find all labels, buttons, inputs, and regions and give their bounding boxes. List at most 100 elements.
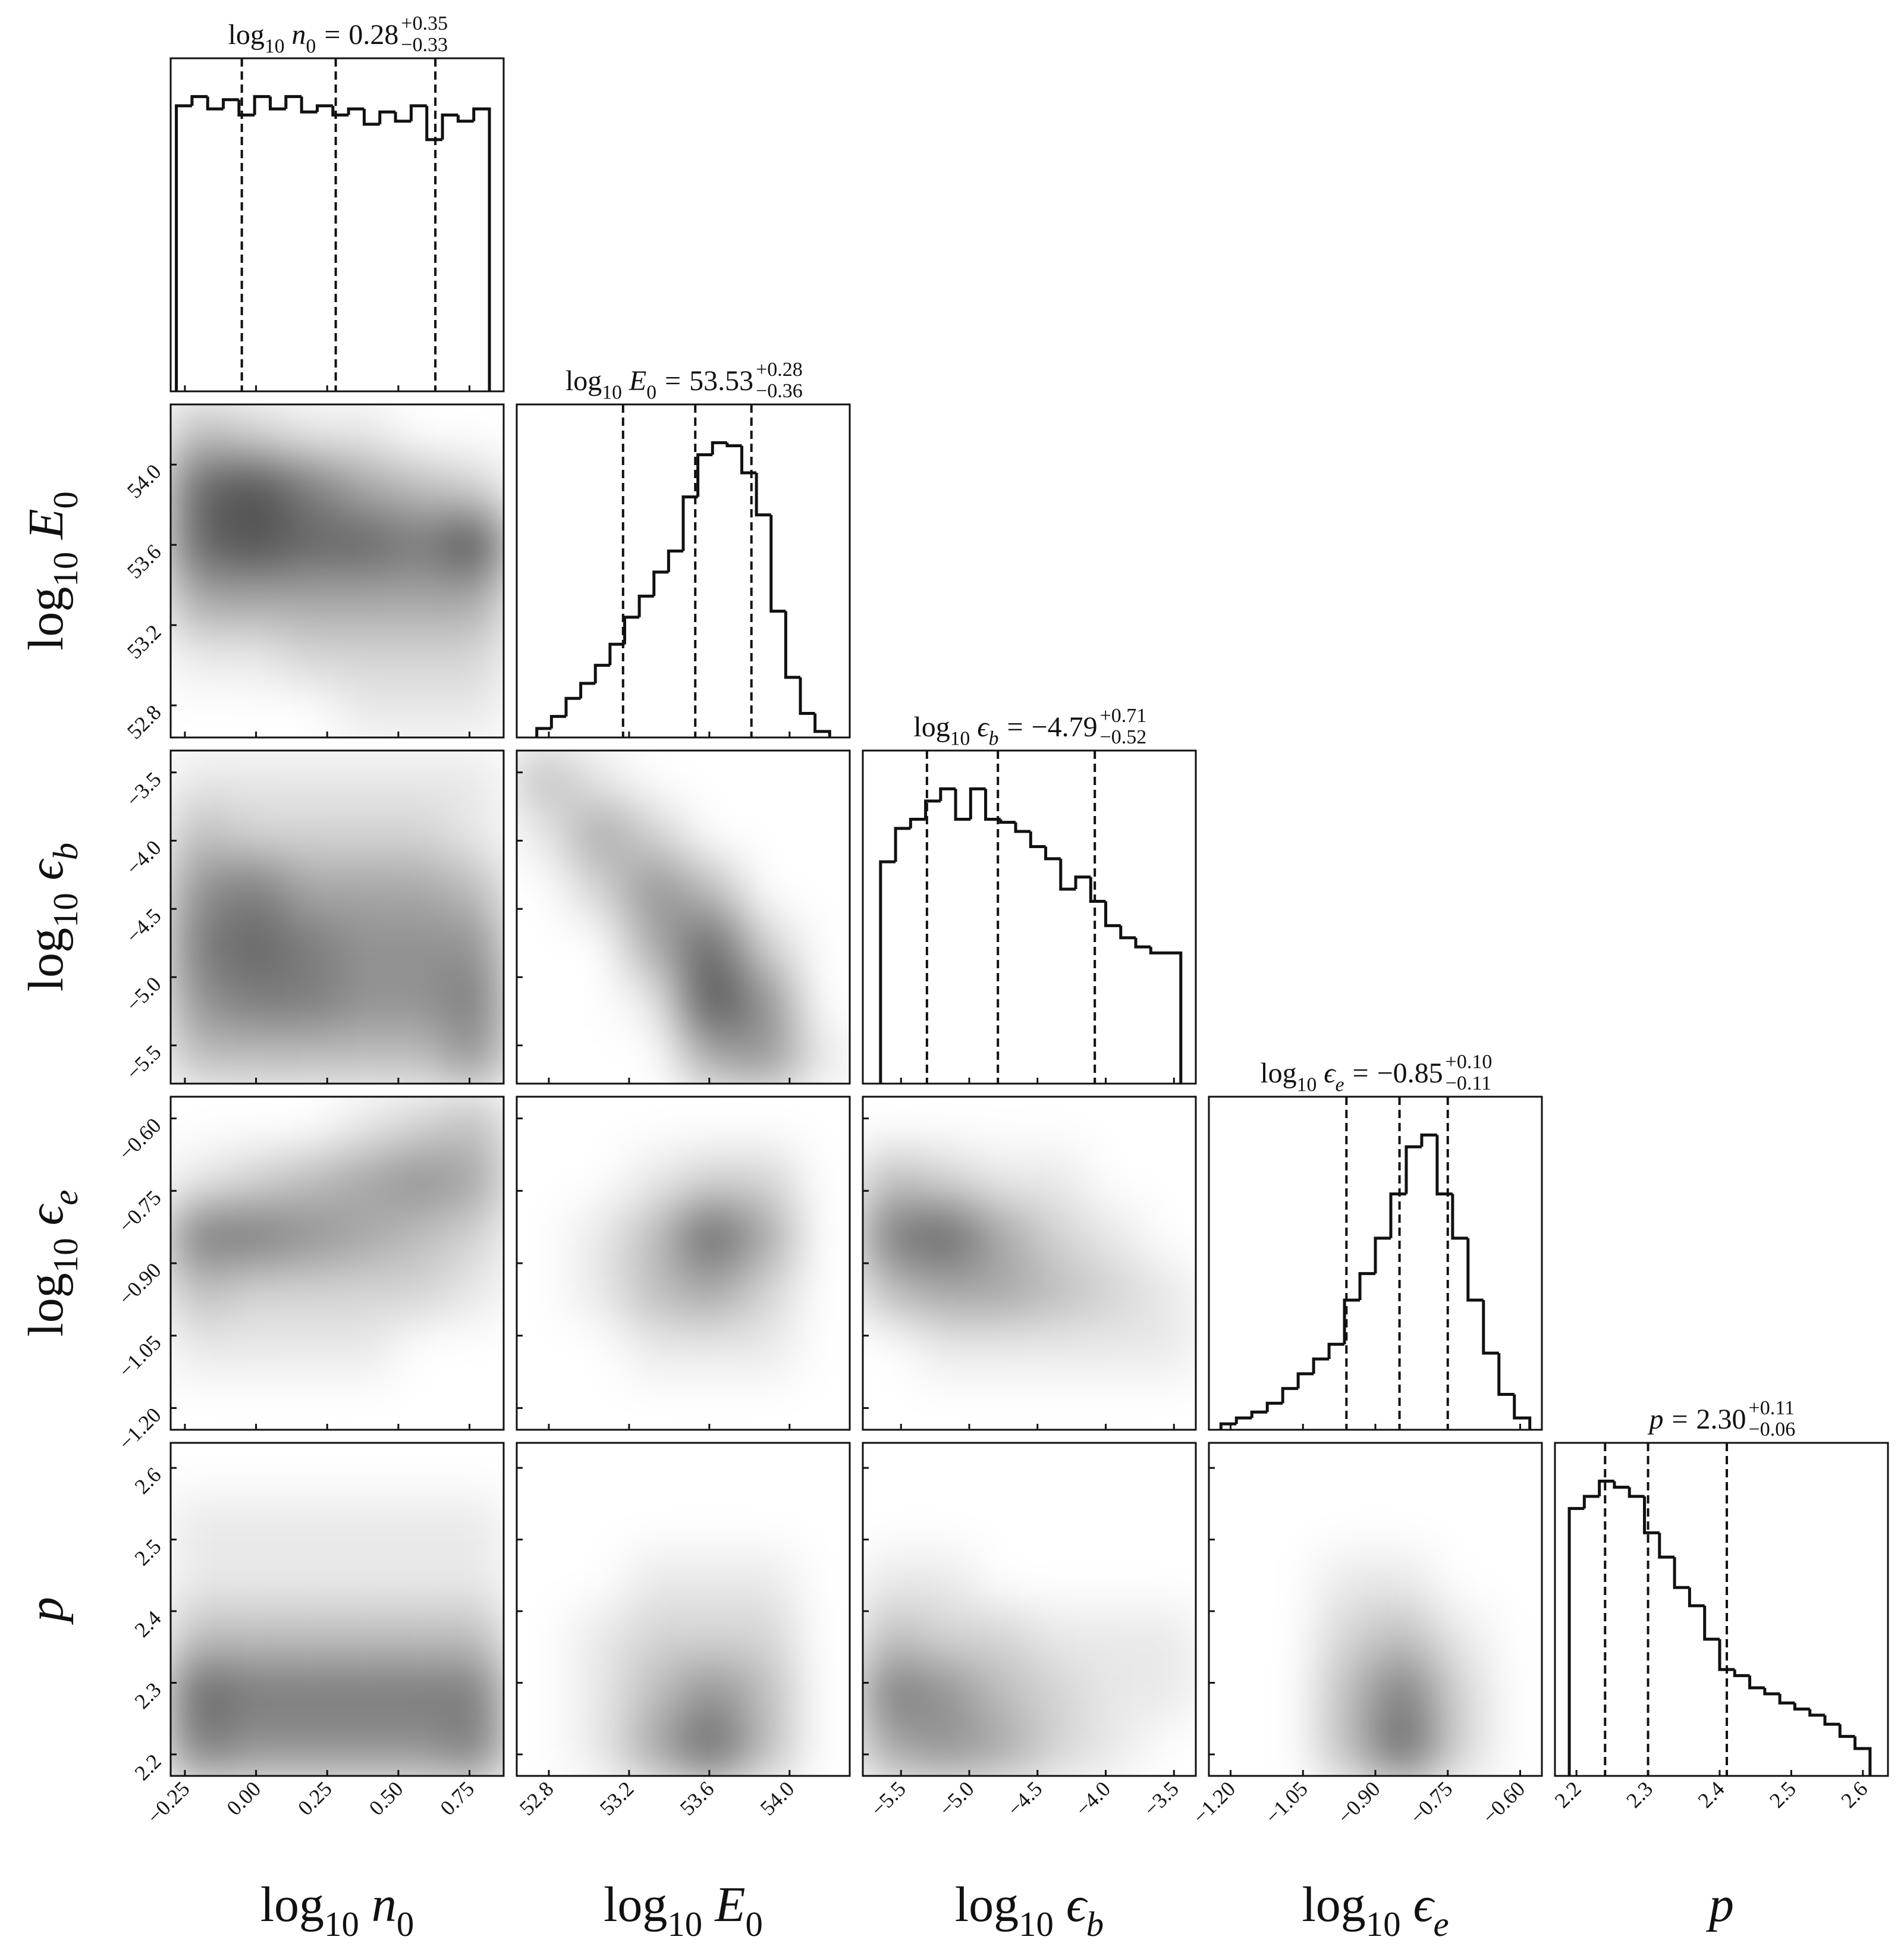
hist-bin (1582, 1495, 1600, 1509)
density-cell (281, 515, 338, 572)
density-cell (171, 1097, 227, 1153)
hist-bin (696, 453, 713, 497)
hist-bin (331, 105, 349, 117)
density-cell (337, 1498, 394, 1555)
hist-bin (652, 570, 669, 597)
density-cell (226, 1263, 282, 1320)
density-cell (171, 1720, 227, 1776)
density-cell (1140, 1319, 1196, 1375)
density-cell (683, 1720, 740, 1776)
density-cell (281, 460, 338, 516)
x-tick-label: 2.2 (1550, 1776, 1586, 1812)
density-cell (1487, 1554, 1542, 1610)
panel-frame (516, 749, 851, 1085)
density-blur (171, 1498, 504, 1776)
density (171, 404, 504, 737)
label-part: 10 (46, 552, 85, 587)
density-cell (1375, 1498, 1431, 1554)
density-cell (794, 1721, 850, 1776)
hist-bin (1343, 1298, 1361, 1345)
hist-bin (1778, 1694, 1795, 1705)
title-sep: = (1353, 1057, 1369, 1089)
density-cell (337, 1374, 393, 1430)
density-cell (863, 1319, 919, 1374)
density-cell (1487, 1665, 1542, 1721)
hist-bin (472, 107, 491, 391)
density (517, 1097, 795, 1430)
label-part: log (955, 1877, 1019, 1932)
density-cell (628, 1374, 684, 1430)
hist-bin (206, 96, 224, 111)
density-cell (1319, 1609, 1376, 1666)
density-cell (572, 1152, 628, 1208)
density-cell (281, 861, 338, 918)
density-cell (517, 1208, 573, 1264)
density-cell (392, 682, 449, 737)
density-cell (918, 1152, 975, 1209)
panel-title: log10 n0 = 0.28 (228, 19, 399, 57)
density-cell (337, 460, 394, 516)
label-part: p (18, 1597, 74, 1625)
title-sep: = (324, 19, 340, 51)
hist-bin (1119, 925, 1136, 940)
hist-bin (1482, 1300, 1499, 1355)
x-tick-label: −5.5 (866, 1776, 910, 1821)
density-cell (1140, 1721, 1196, 1776)
density-cell (1431, 1443, 1487, 1499)
hist-bin (1374, 1236, 1391, 1274)
density-cell (974, 1374, 1030, 1430)
density-cell (683, 1443, 739, 1499)
hist-bin (1234, 1416, 1252, 1424)
density-cell (226, 1097, 282, 1153)
title-minus: −0.33 (401, 34, 448, 56)
x-tick-label: 2.6 (1836, 1776, 1872, 1812)
density-cell (282, 1374, 338, 1430)
density-cell (1264, 1609, 1320, 1665)
density-cell (171, 751, 227, 807)
density-cell (1264, 1443, 1320, 1499)
density-cell (517, 1443, 573, 1499)
density-cell (392, 1319, 448, 1374)
title-minus: −0.36 (756, 380, 803, 402)
density-cell (281, 571, 338, 627)
density-cell (572, 1443, 628, 1499)
density-cell (1264, 1554, 1320, 1610)
hist-bin (394, 112, 411, 123)
density-cell (739, 1374, 794, 1430)
density-blur (517, 1097, 795, 1430)
density-cell (1209, 1498, 1265, 1554)
hist-bin (894, 827, 911, 862)
label-part: log (228, 19, 265, 51)
density-cell (1085, 1609, 1141, 1666)
title-minus: −0.06 (1749, 1418, 1796, 1440)
density-cell (392, 917, 449, 974)
density-cell (683, 1665, 740, 1721)
label-part: E (629, 365, 646, 397)
density (171, 751, 504, 1084)
hist-bin (1567, 1506, 1585, 1776)
title-median: −4.79 (1032, 711, 1098, 743)
hist-bin (1358, 1272, 1375, 1300)
hist-bin (1149, 947, 1166, 955)
density-cell (226, 1665, 282, 1721)
density-cell (683, 861, 740, 918)
density-cell (337, 626, 394, 683)
density-cell (1209, 1554, 1265, 1610)
density (171, 1097, 504, 1430)
hist-bin (1808, 1709, 1826, 1717)
title-plus: +0.28 (756, 359, 803, 381)
label-part: 10 (950, 727, 970, 749)
density-cell (1029, 1498, 1085, 1554)
density-cell (863, 1720, 919, 1776)
density-cell (517, 1097, 573, 1153)
label-part: ϵ (977, 711, 989, 743)
density-cell (392, 404, 448, 460)
density-cell (337, 1665, 394, 1721)
panel-title: log10 ϵe = −0.85 (1260, 1057, 1443, 1096)
x-tick-label: −3.5 (1139, 1776, 1183, 1821)
density-cell (226, 1319, 282, 1375)
label-part: log (18, 1273, 74, 1336)
density-cell (973, 1665, 1030, 1721)
hist-bin (1420, 1133, 1437, 1147)
